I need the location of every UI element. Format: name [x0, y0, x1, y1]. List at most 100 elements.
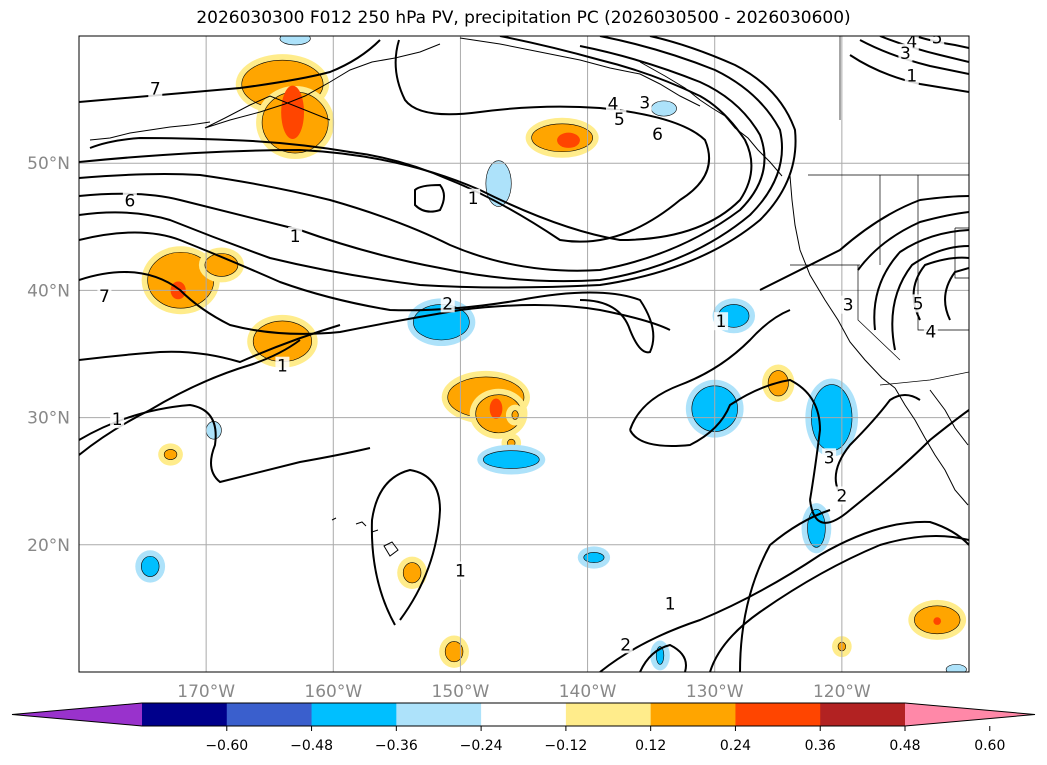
map-frame [78, 35, 970, 673]
colorbar-segment [226, 703, 313, 726]
colorbar-tick-label: −0.48 [290, 738, 333, 754]
contour-label: 3 [843, 296, 854, 316]
contour-label: 1 [112, 410, 123, 430]
colorbar-extend-low [12, 703, 142, 726]
colorbar-tick-label: −0.24 [460, 738, 503, 754]
contour-1-far-south [709, 535, 969, 672]
precip-area-orange-8 [252, 320, 312, 362]
gridlines [79, 36, 969, 672]
contour-3 [79, 36, 797, 289]
precip-area-red-15 [933, 617, 942, 625]
precip-area-orange-16 [163, 449, 178, 460]
contour-label: 3 [639, 93, 650, 113]
contour-small-loop [414, 183, 445, 213]
contour-label: 5 [913, 294, 924, 314]
contour-label: 6 [652, 125, 663, 145]
contour-label-bg [440, 294, 455, 313]
contour-label-bg [923, 322, 938, 341]
precip-area-orange-12 [511, 410, 519, 420]
precip-area-lightblue-32 [650, 100, 677, 117]
lon-label: 120°W [813, 682, 871, 702]
contour-label: 1 [468, 189, 479, 209]
contour-label: 2 [620, 635, 631, 655]
contour-east-6 [944, 267, 969, 321]
contour-1-sw [79, 339, 301, 456]
contour-1-midline [629, 309, 791, 431]
precip-area-blue-26 [807, 508, 826, 548]
contour-label-bg [122, 191, 137, 210]
contour-label-bg [606, 94, 620, 113]
colorbar-outline [11, 702, 1036, 727]
contour-label-bg [275, 356, 290, 375]
alaska-south-coast [459, 37, 701, 107]
lat-label: 30°N [27, 409, 70, 429]
contour-ne-3 [859, 39, 969, 75]
contour-label: 1 [716, 312, 727, 332]
contour-label: 5 [932, 29, 943, 49]
contour-label-bg [822, 448, 837, 467]
contour-east-3 [873, 229, 969, 331]
colorbar-segment [142, 703, 228, 726]
contour-1-main [79, 271, 671, 335]
contour-2-mex [809, 409, 969, 524]
lon-label: 130°W [686, 682, 744, 702]
contour-1-south [79, 324, 341, 364]
contour-label: 5 [614, 110, 625, 130]
contour-label-bg [911, 294, 926, 313]
contour-label: 2 [442, 294, 453, 314]
contour-4 [79, 36, 783, 283]
contour-label: 6 [124, 191, 135, 211]
colorbar-tick-label: −0.12 [544, 738, 587, 754]
contour-3-mex [834, 394, 921, 491]
contour-6 [79, 36, 753, 242]
colorbar-segment [565, 703, 652, 726]
contour-label: 1 [455, 562, 466, 582]
us-west-coast [789, 175, 896, 389]
state-border-ca-nv [857, 265, 901, 361]
hawaii-islands [331, 517, 399, 557]
colorbar-segment [735, 703, 821, 726]
contour-label: 3 [900, 44, 911, 64]
precip-area-lightblue-34 [945, 664, 967, 672]
pv-contours [79, 36, 969, 672]
map-title: 2026030300 F012 250 hPa PV, precipitatio… [196, 8, 851, 28]
precip-area-red-2 [281, 85, 305, 140]
longitude-labels: 170°W 160°W 150°W 140°W 130°W 120°W [177, 682, 871, 702]
colorbar-tick-label: 0.60 [974, 738, 1005, 754]
latitude-labels: 50°N 40°N 30°N 20°N [27, 154, 70, 556]
precip-area-orange-19 [444, 641, 464, 663]
contour-label: 1 [277, 357, 288, 377]
contour-7-north [79, 39, 381, 103]
contour-2 [79, 231, 655, 354]
colorbar-segment [650, 703, 736, 726]
lon-label: 140°W [559, 682, 617, 702]
precip-area-red-11 [489, 398, 503, 419]
contour-label-bg [97, 286, 112, 305]
contour-label-bg [930, 36, 945, 47]
contour-label: 3 [824, 448, 835, 468]
contour-east-1 [759, 195, 969, 291]
colorbar-tick-label: 0.12 [635, 738, 666, 754]
colorbar-segment [396, 703, 482, 726]
lon-label: 160°W [304, 682, 362, 702]
lat-label: 50°N [27, 154, 70, 174]
contour-1-lower [79, 403, 371, 484]
contour-label-bg [148, 79, 163, 98]
lon-label: 170°W [177, 682, 235, 702]
us-mexico-border [879, 371, 969, 386]
contour-label-bg [466, 188, 481, 207]
colorbar-tick-label: −0.36 [375, 738, 418, 754]
precip-area-blue-31 [583, 552, 605, 563]
contour-label-bg [834, 486, 849, 505]
contour-1-south-east [599, 520, 969, 672]
colorbar-tick-label: 0.36 [805, 738, 836, 754]
contour-2-south [639, 643, 687, 672]
contour-label-bg [612, 109, 627, 128]
precip-area-lightblue-28 [279, 36, 311, 46]
lat-label: 40°N [27, 281, 70, 301]
contour-label-bg [453, 561, 468, 580]
precip-area-orange-18 [402, 562, 422, 584]
precip-area-blue-22 [483, 450, 540, 469]
contour-label-bg [841, 295, 856, 314]
